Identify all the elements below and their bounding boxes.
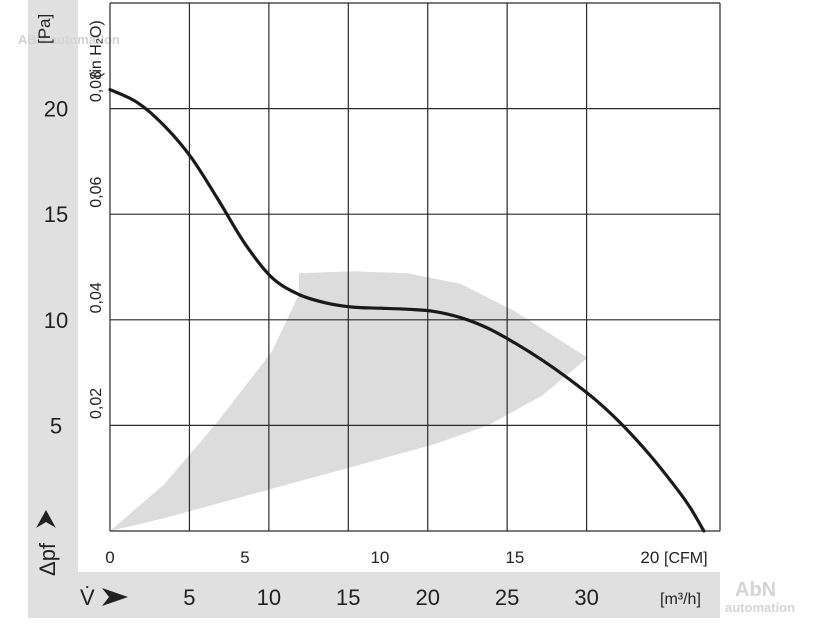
watermark-bottom-line2: automation bbox=[725, 600, 795, 615]
y-tick-label-pa: 15 bbox=[44, 202, 68, 227]
x-tick-label-m3h: 15 bbox=[336, 585, 360, 610]
y-unit-pa-label: [Pa] bbox=[35, 14, 54, 44]
x-axis-cfm-ticks: 0 5 10 15 20 bbox=[105, 548, 659, 567]
x-unit-m3h-label: [m³/h] bbox=[660, 591, 701, 608]
y-tick-label-pa: 20 bbox=[44, 97, 68, 122]
y-unit-inh2o-label: (in H₂O) bbox=[88, 20, 105, 78]
x-tick-label-cfm: 10 bbox=[370, 548, 389, 567]
grid-lines bbox=[109, 2, 721, 532]
x-tick-label-cfm: 0 bbox=[105, 548, 114, 567]
watermark-bottom-line1: AbN bbox=[735, 579, 776, 601]
y-axis-inh2o-ticks: 0,02 0,04 0,06 0,08 bbox=[88, 71, 105, 419]
plot-area bbox=[108, 2, 721, 533]
y-tick-label-inh2o: 0,08 bbox=[88, 71, 105, 102]
y-tick-label-pa: 5 bbox=[50, 413, 62, 438]
pressure-curve bbox=[108, 88, 706, 533]
left-axis-band bbox=[28, 0, 78, 618]
x-axis-m3h-ticks: 5 10 15 20 25 30 bbox=[183, 585, 599, 610]
y-tick-label-inh2o: 0,02 bbox=[88, 388, 105, 419]
x-unit-cfm-label: [CFM] bbox=[664, 550, 708, 567]
x-axis-arrow-icon bbox=[102, 588, 128, 606]
bottom-axis-band bbox=[78, 572, 720, 618]
x-tick-label-cfm: 20 bbox=[640, 548, 659, 567]
y-tick-label-inh2o: 0,06 bbox=[88, 177, 105, 208]
y-axis-pa-ticks: 5 10 15 20 bbox=[44, 97, 68, 439]
y-axis-symbol: Δpf bbox=[35, 542, 60, 576]
x-tick-label-m3h: 20 bbox=[415, 585, 439, 610]
x-tick-label-m3h: 10 bbox=[257, 585, 281, 610]
x-tick-label-cfm: 5 bbox=[240, 548, 249, 567]
x-tick-label-m3h: 30 bbox=[574, 585, 598, 610]
watermark-top: ABN automation bbox=[18, 32, 120, 47]
y-tick-label-inh2o: 0,04 bbox=[88, 282, 105, 313]
x-tick-label-m3h: 25 bbox=[495, 585, 519, 610]
y-axis-arrow-icon bbox=[36, 510, 56, 528]
x-tick-label-m3h: 5 bbox=[183, 585, 195, 610]
x-axis-symbol: V̇ bbox=[80, 585, 95, 610]
x-tick-label-cfm: 15 bbox=[505, 548, 524, 567]
y-tick-label-pa: 10 bbox=[44, 308, 68, 333]
